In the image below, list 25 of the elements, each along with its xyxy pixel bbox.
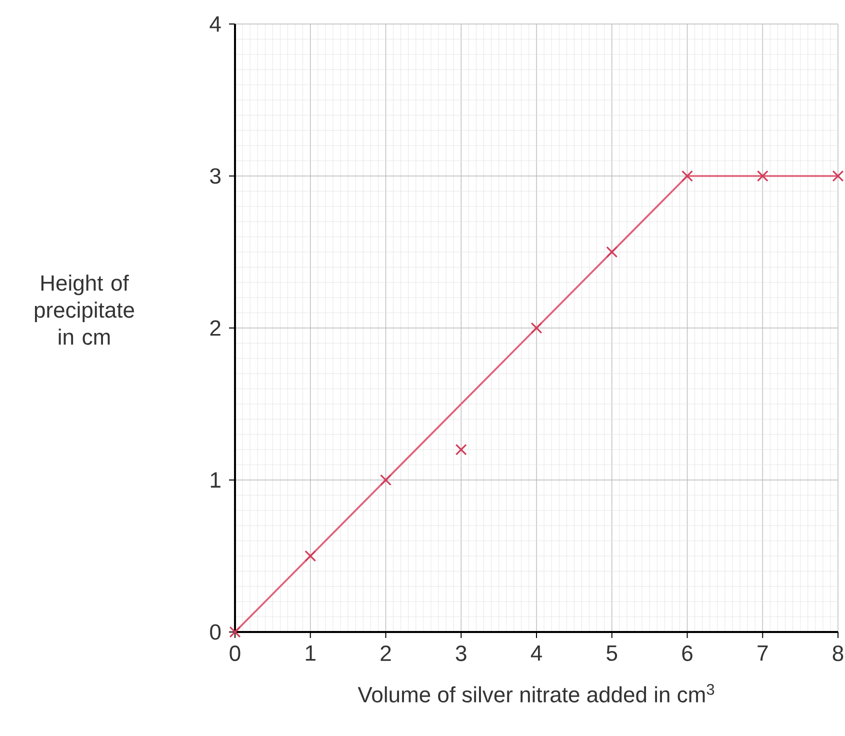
point [682,170,693,182]
point [380,474,392,486]
point [832,170,844,182]
x-tick-label: 6 [682,646,692,662]
x-tick-label: 2 [380,646,391,661]
point [455,444,467,456]
y-tick-label: 0 [210,624,221,640]
x-tick-label: 7 [758,646,768,661]
y-axis-title: Height of precipitate in cm [34,274,134,345]
x-axis-title: Volume of silver nitrate added in cm$^{3}$ [358,684,714,702]
y-tick-label: 1 [210,472,220,488]
point [606,246,618,258]
x-tick-label: 8 [832,646,844,662]
point [304,550,316,562]
y-tick-label: 2 [210,320,220,336]
x-tick-label: 3 [456,646,466,662]
x-tick-label: 0 [230,646,240,662]
y-tick-label: 3 [210,168,221,184]
point [756,170,768,182]
y-tick-label: 4 [210,16,221,32]
x-tick-label: 5 [606,646,618,661]
point [229,626,241,638]
x-tick-label: 1 [306,646,316,661]
x-tick-label: 4 [530,646,542,661]
point [530,322,542,334]
